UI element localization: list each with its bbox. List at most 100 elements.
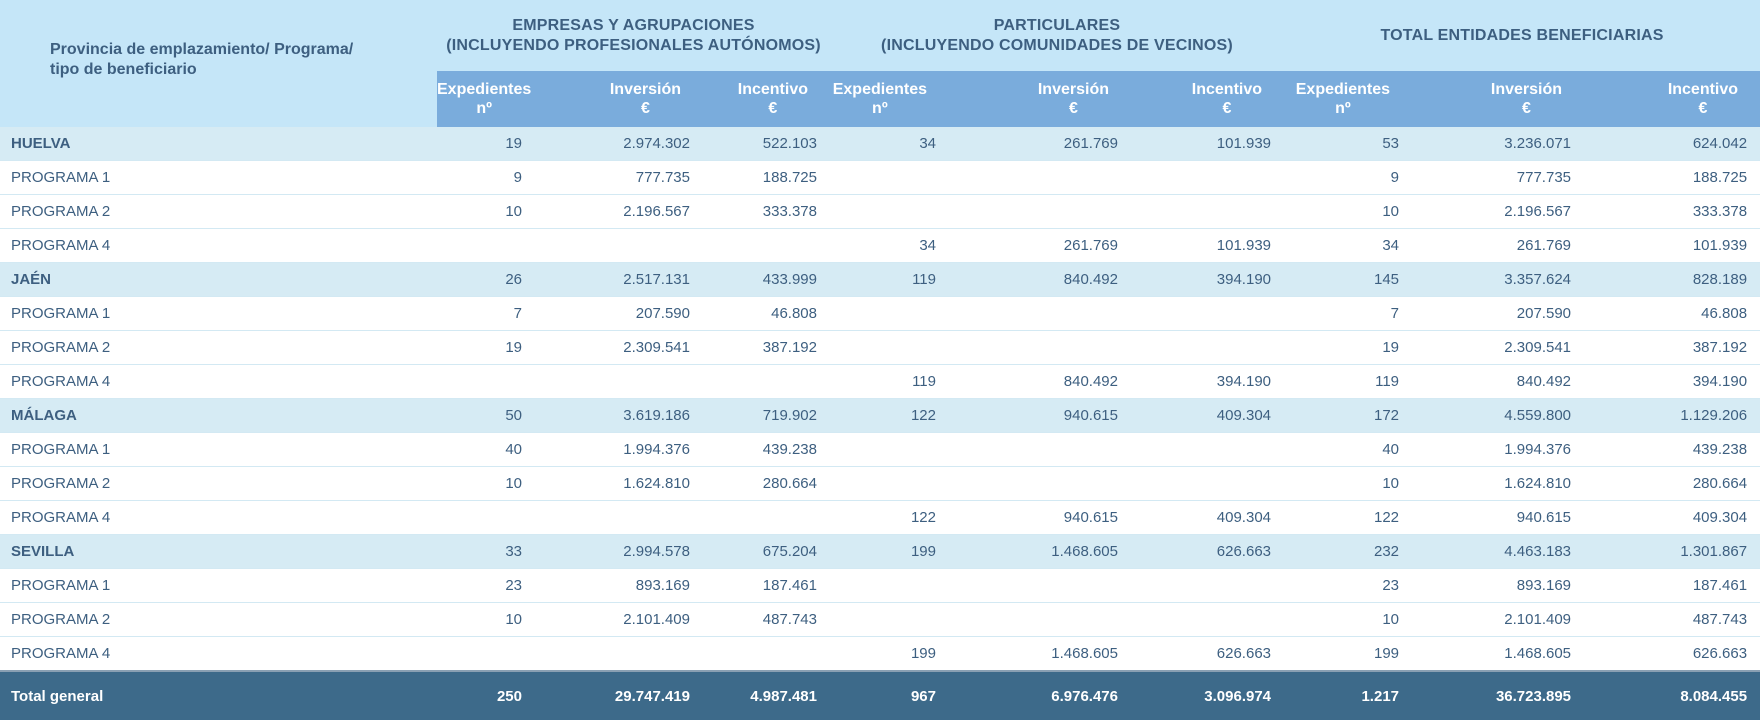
- program-row: PROGRAMA 2 10 1.624.810 280.664 10 1.624.810 2…: [0, 466, 1760, 501]
- cell-value: 29.747.419: [535, 670, 703, 720]
- cell-value: 4.463.183: [1412, 534, 1585, 569]
- cell-value: 122: [830, 398, 949, 433]
- cell-value: 439.238: [1584, 432, 1760, 467]
- subheader-expedientes: Expedientes nº: [830, 71, 949, 127]
- row-label: PROGRAMA 2: [0, 194, 437, 229]
- province-row: MÁLAGA 50 3.619.186 719.902 122 940.615 409.30…: [0, 398, 1760, 433]
- cell-value: 261.769: [949, 228, 1131, 263]
- cell-value: 207.590: [535, 296, 703, 331]
- cell-value: 1.624.810: [1412, 466, 1585, 501]
- cell-value: 840.492: [1412, 364, 1585, 399]
- cell-value: 34: [1284, 228, 1413, 263]
- cell-value: [830, 330, 949, 365]
- cell-value: 19: [1284, 330, 1413, 365]
- row-label: HUELVA: [0, 127, 437, 161]
- cell-value: 675.204: [703, 534, 830, 569]
- cell-value: 19: [437, 127, 535, 161]
- subheader-expedientes: Expedientes nº: [437, 71, 535, 127]
- row-label: SEVILLA: [0, 534, 437, 569]
- cell-value: 626.663: [1131, 636, 1285, 672]
- cell-value: 188.725: [1584, 160, 1760, 195]
- cell-value: 2.196.567: [1412, 194, 1585, 229]
- cell-value: [703, 500, 830, 535]
- cell-value: 940.615: [949, 398, 1131, 433]
- cell-value: 10: [1284, 466, 1413, 501]
- cell-value: 1.994.376: [1412, 432, 1585, 467]
- cell-value: 2.309.541: [1412, 330, 1585, 365]
- cell-value: 828.189: [1584, 262, 1760, 297]
- cell-value: [830, 466, 949, 501]
- cell-value: [703, 228, 830, 263]
- cell-value: 387.192: [703, 330, 830, 365]
- cell-value: 1.468.605: [949, 636, 1131, 672]
- cell-value: [703, 636, 830, 672]
- cell-value: 626.663: [1131, 534, 1285, 569]
- cell-value: 36.723.895: [1412, 670, 1585, 720]
- cell-value: 119: [830, 364, 949, 399]
- cell-value: 7: [1284, 296, 1413, 331]
- row-label: Total general: [0, 670, 437, 720]
- cell-value: 46.808: [703, 296, 830, 331]
- cell-value: 207.590: [1412, 296, 1585, 331]
- cell-value: 232: [1284, 534, 1413, 569]
- row-label: PROGRAMA 2: [0, 466, 437, 501]
- row-label: MÁLAGA: [0, 398, 437, 433]
- cell-value: 487.743: [1584, 602, 1760, 637]
- total-row: Total general 250 29.747.419 4.987.481 967 6.…: [0, 670, 1760, 720]
- row-label: PROGRAMA 2: [0, 602, 437, 637]
- cell-value: 522.103: [703, 127, 830, 161]
- cell-value: 2.309.541: [535, 330, 703, 365]
- province-row: HUELVA 19 2.974.302 522.103 34 261.769 101.939…: [0, 127, 1760, 161]
- cell-value: 6.976.476: [949, 670, 1131, 720]
- cell-value: 7: [437, 296, 535, 331]
- cell-value: 3.357.624: [1412, 262, 1585, 297]
- cell-value: 893.169: [535, 568, 703, 603]
- subheader-incentivo: Incentivo €: [703, 71, 830, 127]
- cell-value: [437, 364, 535, 399]
- cell-value: 1.994.376: [535, 432, 703, 467]
- row-label: PROGRAMA 1: [0, 432, 437, 467]
- cell-value: 967: [830, 670, 949, 720]
- row-label-header: Provincia de emplazamiento/ Programa/ ti…: [0, 0, 437, 127]
- cell-value: 188.725: [703, 160, 830, 195]
- cell-value: 719.902: [703, 398, 830, 433]
- cell-value: 2.994.578: [535, 534, 703, 569]
- cell-value: 777.735: [535, 160, 703, 195]
- cell-value: 2.974.302: [535, 127, 703, 161]
- cell-value: 280.664: [703, 466, 830, 501]
- cell-value: [703, 364, 830, 399]
- cell-value: 10: [437, 602, 535, 637]
- cell-value: 187.461: [703, 568, 830, 603]
- cell-value: 26: [437, 262, 535, 297]
- cell-value: 387.192: [1584, 330, 1760, 365]
- cell-value: 261.769: [949, 127, 1131, 161]
- cell-value: 626.663: [1584, 636, 1760, 672]
- cell-value: [535, 636, 703, 672]
- province-row: JAÉN 26 2.517.131 433.999 119 840.492 394.190 1…: [0, 262, 1760, 297]
- subheader-incentivo: Incentivo €: [1131, 71, 1285, 127]
- cell-value: 101.939: [1131, 127, 1285, 161]
- cell-value: [949, 466, 1131, 501]
- cell-value: 1.468.605: [949, 534, 1131, 569]
- cell-value: 1.301.867: [1584, 534, 1760, 569]
- cell-value: 8.084.455: [1584, 670, 1760, 720]
- cell-value: [949, 160, 1131, 195]
- cell-value: 4.987.481: [703, 670, 830, 720]
- cell-value: [949, 296, 1131, 331]
- cell-value: [830, 160, 949, 195]
- cell-value: 940.615: [949, 500, 1131, 535]
- cell-value: [1131, 568, 1285, 603]
- cell-value: 394.190: [1131, 262, 1285, 297]
- cell-value: [830, 432, 949, 467]
- program-row: PROGRAMA 2 10 2.196.567 333.378 10 2.196.567 3…: [0, 194, 1760, 229]
- cell-value: [830, 568, 949, 603]
- cell-value: [1131, 330, 1285, 365]
- cell-value: [830, 296, 949, 331]
- cell-value: 187.461: [1584, 568, 1760, 603]
- group-header-particulares: PARTICULARES (INCLUYENDO COMUNIDADES DE V…: [830, 0, 1285, 71]
- cell-value: 10: [1284, 194, 1413, 229]
- cell-value: 893.169: [1412, 568, 1585, 603]
- cell-value: [535, 364, 703, 399]
- cell-value: 4.559.800: [1412, 398, 1585, 433]
- cell-value: [1131, 432, 1285, 467]
